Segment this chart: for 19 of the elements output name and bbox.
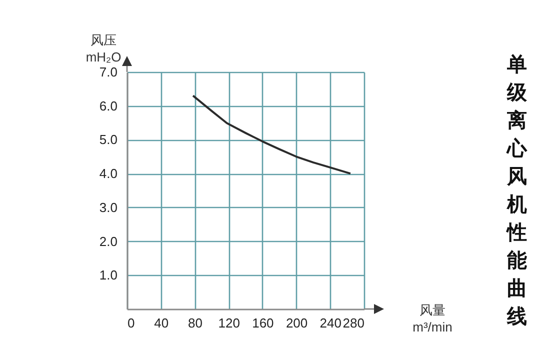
x-tick-label: 240 (320, 316, 342, 330)
y-axis-title: 风压 mH₂O (86, 32, 122, 64)
x-tick-label: 80 (188, 316, 202, 330)
y-tick-label: 7.0 (99, 64, 118, 80)
x-tick-label: 280 (342, 316, 364, 330)
x-tick-label: 0 (128, 316, 135, 330)
x-tick-label: 160 (252, 316, 274, 330)
y-tick-label: 1.0 (99, 268, 118, 283)
line-series (192, 94, 352, 175)
chart-title: 单级离心风机性能曲线 (507, 52, 527, 328)
x-tick-label: 200 (286, 316, 308, 330)
y-tick-label: 4.0 (99, 166, 118, 182)
y-tick-label: 3.0 (99, 200, 118, 215)
y-tick-label: 2.0 (99, 234, 118, 249)
x-tick-label: 40 (154, 316, 169, 330)
y-tick-label: 5.0 (99, 132, 118, 148)
y-tick-label: 6.0 (99, 98, 118, 114)
x-tick-label: 120 (218, 316, 240, 330)
x-axis-title: 风量 m³/min (412, 302, 452, 334)
